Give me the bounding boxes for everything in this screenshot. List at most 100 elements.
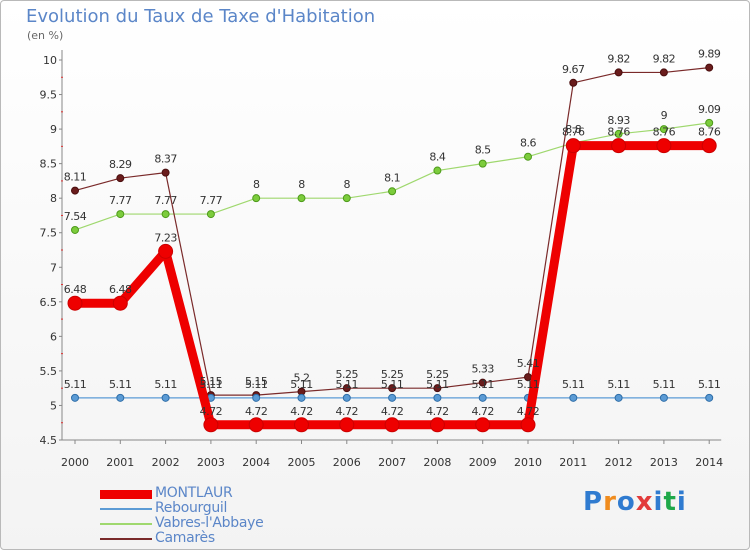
data-point xyxy=(478,393,487,402)
data-label: 8.37 xyxy=(154,153,177,166)
data-label: 8.4 xyxy=(429,151,445,164)
data-label: 4.72 xyxy=(381,405,404,418)
logo-letter: r xyxy=(603,487,617,517)
data-label: 4.72 xyxy=(336,405,359,418)
data-label: 8.5 xyxy=(475,144,491,157)
data-label: 5.11 xyxy=(653,378,676,391)
data-point xyxy=(569,393,578,402)
data-point xyxy=(701,138,717,154)
logo-letter: i xyxy=(676,487,687,517)
x-tick-label: 2003 xyxy=(197,456,225,469)
data-label: 8 xyxy=(298,178,305,191)
data-label: 4.72 xyxy=(471,405,494,418)
data-label: 8.76 xyxy=(653,126,676,139)
data-point xyxy=(388,384,397,393)
data-point xyxy=(614,393,623,402)
data-label: 8.76 xyxy=(698,126,721,139)
y-tick-label: 7 xyxy=(50,261,57,274)
data-point xyxy=(206,210,215,219)
y-tick-label: 8 xyxy=(50,192,57,205)
legend-swatch xyxy=(100,489,152,499)
data-label: 5.25 xyxy=(426,368,449,381)
data-label: 8.29 xyxy=(109,158,132,171)
data-point xyxy=(112,295,128,311)
data-point xyxy=(614,68,623,77)
data-label: 8.8 xyxy=(565,123,581,136)
data-label: 9.67 xyxy=(562,63,585,76)
data-label: 8.76 xyxy=(562,126,585,139)
data-label: 9.82 xyxy=(607,52,630,65)
x-tick-label: 2005 xyxy=(288,456,316,469)
data-point xyxy=(388,393,397,402)
x-tick-label: 2012 xyxy=(605,456,633,469)
data-label: 8.6 xyxy=(520,137,536,150)
data-point xyxy=(433,393,442,402)
x-tick-label: 2014 xyxy=(695,456,723,469)
data-point xyxy=(705,118,714,127)
data-point xyxy=(252,393,261,402)
x-tick-label: 2002 xyxy=(152,456,180,469)
y-tick-label: 6.5 xyxy=(40,296,58,309)
data-label: 7.23 xyxy=(154,231,177,244)
y-tick-label: 4.5 xyxy=(40,434,58,447)
y-tick-label: 10 xyxy=(43,54,57,67)
data-point xyxy=(158,243,174,259)
x-tick-label: 2013 xyxy=(650,456,678,469)
data-point xyxy=(659,125,668,134)
data-label: 8 xyxy=(253,178,260,191)
data-point xyxy=(297,194,306,203)
data-label: 5.15 xyxy=(245,375,268,388)
data-point xyxy=(203,417,219,433)
x-tick-label: 2008 xyxy=(423,456,451,469)
data-label: 5.11 xyxy=(517,378,540,391)
data-label: 5.11 xyxy=(154,378,177,391)
data-label: 5.11 xyxy=(290,378,313,391)
data-label: 6.48 xyxy=(64,283,87,296)
data-point xyxy=(294,417,309,433)
data-point xyxy=(429,417,445,433)
data-point xyxy=(161,210,170,219)
data-point xyxy=(71,225,79,234)
data-label: 8.1 xyxy=(384,171,400,184)
logo-letter: P xyxy=(583,487,604,517)
data-label: 5.41 xyxy=(517,357,540,370)
data-label: 5.11 xyxy=(200,378,223,391)
data-label: 5.25 xyxy=(336,368,359,381)
data-point xyxy=(342,384,351,393)
data-label: 5.11 xyxy=(336,378,359,391)
data-label: 5.2 xyxy=(294,372,310,385)
data-point xyxy=(433,166,442,175)
x-tick-label: 2007 xyxy=(378,456,406,469)
data-point xyxy=(71,393,79,402)
data-label: 9.82 xyxy=(653,52,676,65)
data-point xyxy=(388,187,397,196)
data-point xyxy=(161,393,170,402)
data-point xyxy=(478,378,487,387)
data-point xyxy=(611,138,627,154)
data-label: 5.11 xyxy=(64,378,87,391)
data-label: 7.54 xyxy=(64,210,87,223)
data-point xyxy=(161,168,170,177)
data-label: 9.89 xyxy=(698,48,721,61)
x-tick-label: 2001 xyxy=(106,456,134,469)
data-point xyxy=(659,393,668,402)
logo-letter: t xyxy=(663,487,677,517)
y-tick-label: 7.5 xyxy=(40,227,58,240)
data-label: 5.11 xyxy=(562,378,585,391)
data-point xyxy=(569,78,578,87)
y-tick-label: 8.5 xyxy=(40,158,58,171)
data-label: 8.11 xyxy=(64,171,87,184)
x-tick-label: 2009 xyxy=(469,456,497,469)
data-label: 7.77 xyxy=(200,194,223,207)
data-point xyxy=(478,159,487,168)
logo-letter: x xyxy=(635,487,654,517)
data-label: 4.72 xyxy=(517,405,540,418)
data-point xyxy=(116,210,125,219)
data-point xyxy=(705,63,714,72)
x-tick-label: 2000 xyxy=(61,456,89,469)
data-point xyxy=(116,174,125,183)
data-point xyxy=(339,417,355,433)
data-point xyxy=(475,417,491,433)
